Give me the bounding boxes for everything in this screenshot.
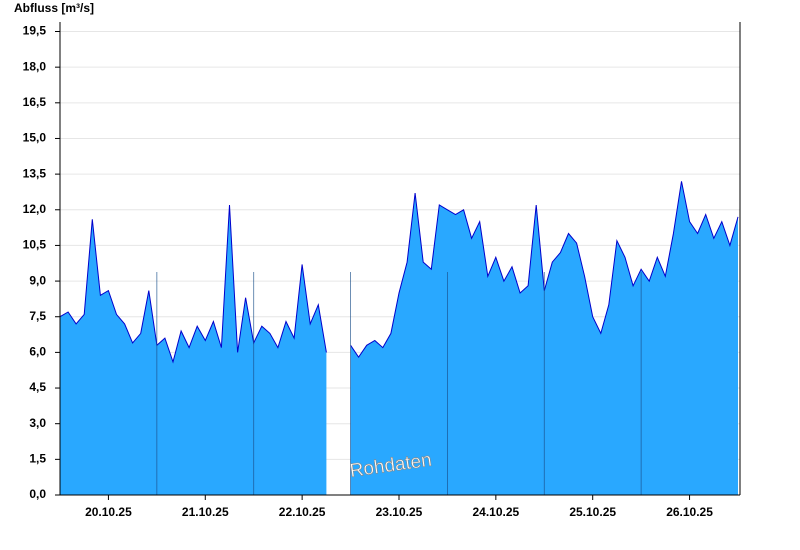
y-tick-label: 4,5 bbox=[29, 380, 46, 394]
x-tick-label: 21.10.25 bbox=[182, 505, 229, 519]
y-tick-label: 19,5 bbox=[23, 24, 47, 38]
chart-title: Abfluss [m³/s] bbox=[14, 1, 94, 15]
y-tick-label: 12,0 bbox=[23, 202, 47, 216]
x-tick-label: 26.10.25 bbox=[666, 505, 713, 519]
x-tick-label: 20.10.25 bbox=[85, 505, 132, 519]
y-tick-label: 1,5 bbox=[29, 452, 46, 466]
x-tick-label: 23.10.25 bbox=[376, 505, 423, 519]
y-tick-label: 15,0 bbox=[23, 131, 47, 145]
y-tick-label: 9,0 bbox=[29, 273, 46, 287]
y-tick-label: 6,0 bbox=[29, 345, 46, 359]
y-tick-label: 16,5 bbox=[23, 95, 47, 109]
y-tick-label: 7,5 bbox=[29, 309, 46, 323]
y-tick-label: 3,0 bbox=[29, 416, 46, 430]
y-tick-label: 0,0 bbox=[29, 487, 46, 501]
y-tick-label: 13,5 bbox=[23, 166, 47, 180]
y-tick-label: 18,0 bbox=[23, 59, 47, 73]
y-tick-label: 10,5 bbox=[23, 238, 47, 252]
area bbox=[60, 205, 327, 495]
x-tick-label: 22.10.25 bbox=[279, 505, 326, 519]
line bbox=[59, 204, 327, 364]
x-tick-label: 25.10.25 bbox=[569, 505, 616, 519]
x-tick-label: 24.10.25 bbox=[472, 505, 519, 519]
